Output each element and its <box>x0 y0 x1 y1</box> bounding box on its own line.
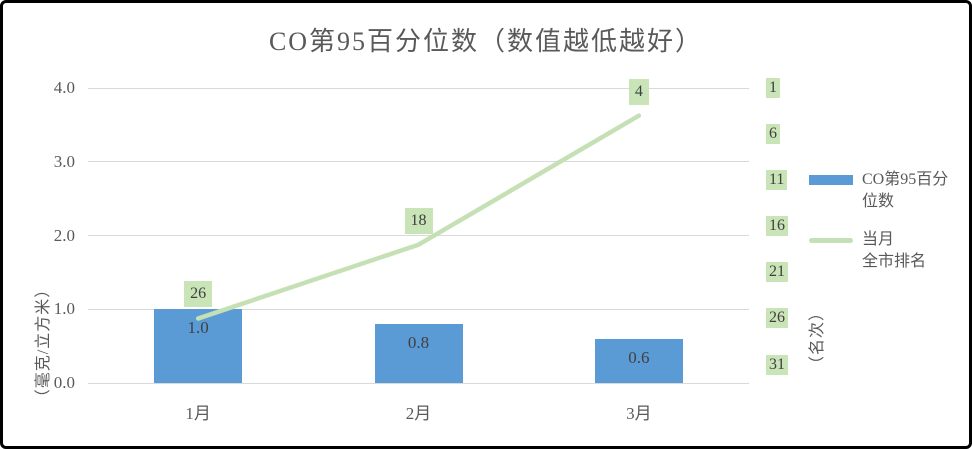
left-axis-tick-label: 1.0 <box>53 299 75 319</box>
legend-bar-swatch <box>809 175 853 185</box>
gridline <box>88 87 749 89</box>
bar-value-label: 0.6 <box>628 347 650 367</box>
x-axis-label: 1月 <box>185 404 211 423</box>
right-axis-tick-label: 21 <box>766 262 788 283</box>
right-axis-tick-label: 6 <box>766 124 780 145</box>
right-axis-tick-label: 31 <box>766 354 788 375</box>
legend-item: 当月 全市排名 <box>809 229 948 273</box>
left-axis-tick-label: 3.0 <box>53 151 75 171</box>
gridline <box>88 235 749 236</box>
legend-item: CO第95百分 位数 <box>809 169 948 213</box>
right-axis-tick-label: 1 <box>766 78 780 98</box>
gridline <box>88 161 749 163</box>
line-point-label: 4 <box>628 78 649 105</box>
x-axis-label: 3月 <box>626 404 652 423</box>
right-axis-tick-label: 16 <box>766 216 788 237</box>
right-axis-tick-label: 26 <box>766 308 788 329</box>
gridline <box>88 382 749 384</box>
legend-label-line: 全市排名 <box>862 253 927 270</box>
bar <box>594 338 683 383</box>
bar-value-label: 0.8 <box>407 333 430 352</box>
legend-label-line: CO第95百分 <box>862 171 949 188</box>
legend-line-swatch <box>809 238 853 243</box>
left-axis-title: （毫克/立方米） <box>35 280 52 406</box>
left-axis-tick-label: 2.0 <box>53 225 75 245</box>
legend-label-line: 位数 <box>862 193 895 210</box>
legend-swatch-holder <box>809 169 855 185</box>
right-axis-tick-label: 11 <box>766 170 788 191</box>
legend: CO第95百分 位数当月全市排名 <box>809 169 948 273</box>
legend-label-line: 当月 <box>862 231 895 248</box>
left-axis-tick-label: 0.0 <box>53 373 75 392</box>
bar <box>154 309 243 383</box>
bar <box>374 324 463 383</box>
right-axis-title: （名次） <box>809 303 826 373</box>
legend-swatch-holder <box>809 229 855 243</box>
line-point-label: 18 <box>404 207 433 234</box>
legend-label: CO第95百分 位数 <box>862 169 948 213</box>
legend-label: 当月 全市排名 <box>862 229 926 273</box>
bar-value-label: 1.0 <box>187 318 209 338</box>
left-axis-tick-label: 4.0 <box>53 78 75 97</box>
x-axis-label: 2月 <box>405 404 432 423</box>
line-point-label: 26 <box>184 281 213 308</box>
chart-title: CO第95百分位数（数值越低越好） <box>268 27 704 56</box>
